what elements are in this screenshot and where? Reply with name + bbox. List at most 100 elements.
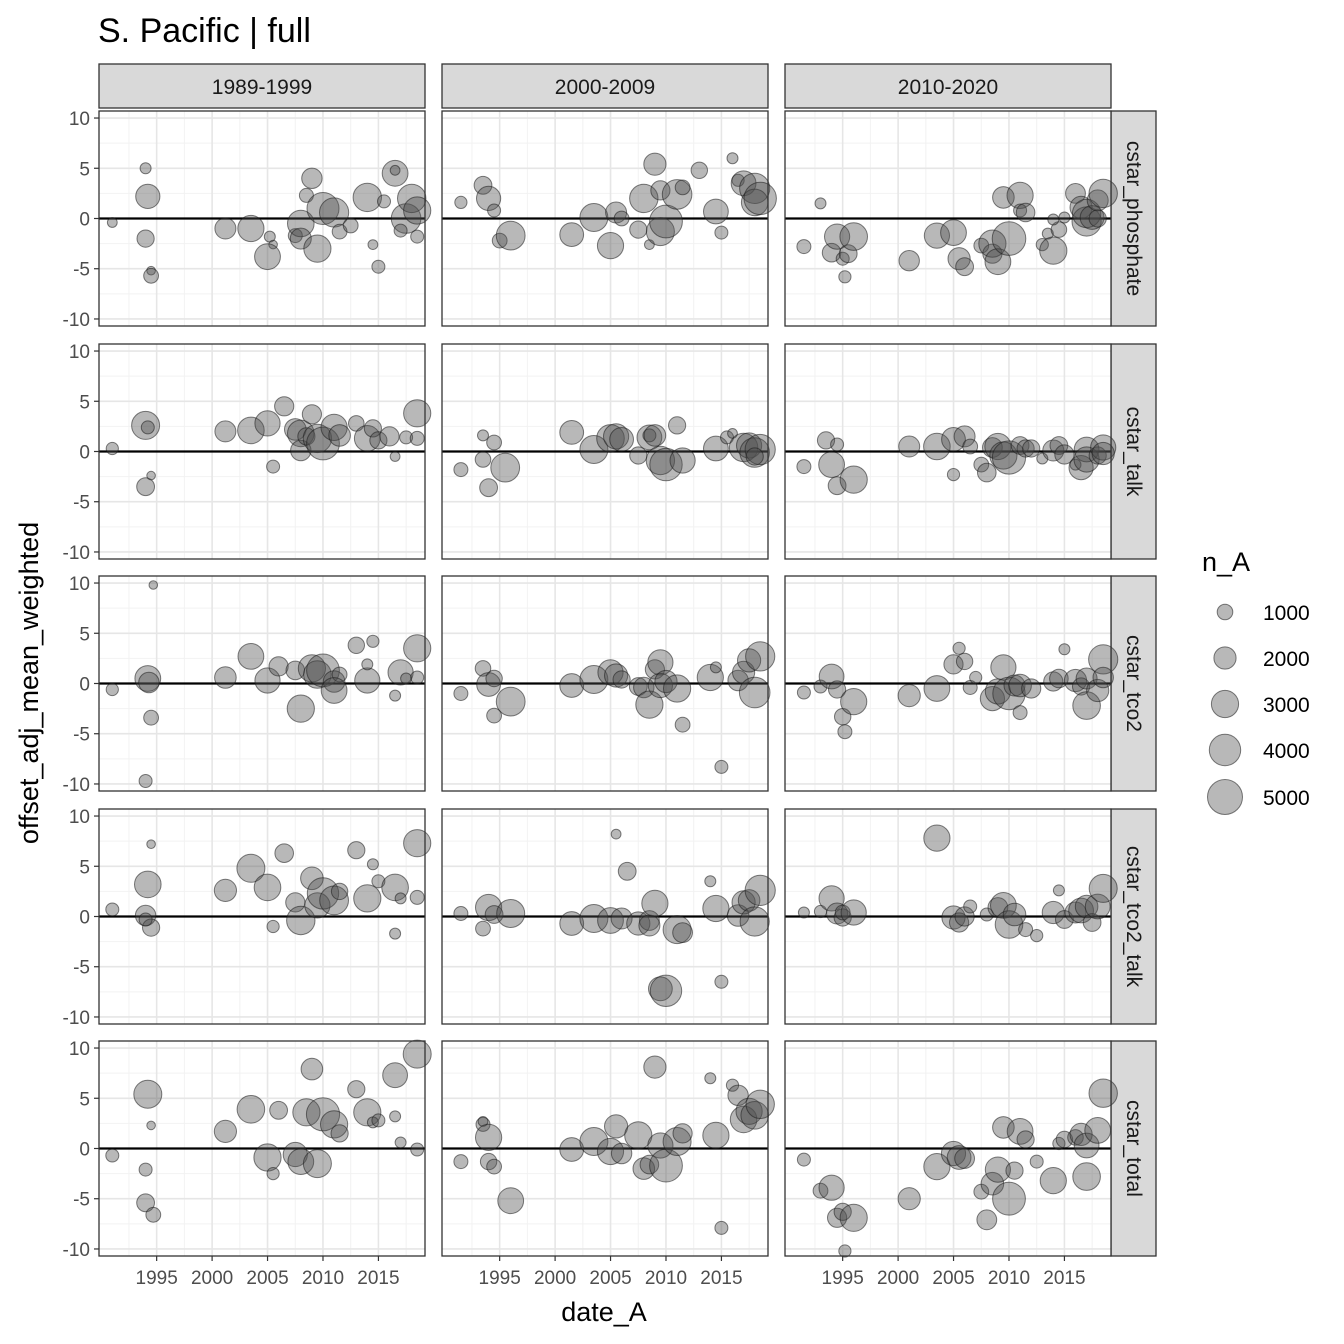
data-point xyxy=(726,152,739,165)
panel-border xyxy=(98,575,426,792)
data-point xyxy=(1041,900,1065,925)
x-tick-label: 2010 xyxy=(645,1268,687,1289)
y-tick-label: -10 xyxy=(63,1240,90,1261)
facet-strip-row-label: cstar_phosphate xyxy=(1122,141,1145,296)
y-tick-label: 0 xyxy=(79,1140,90,1161)
data-point xyxy=(266,459,281,474)
data-point xyxy=(834,904,851,921)
data-point xyxy=(714,1220,729,1235)
panel-cstar_talk-2010-2020 xyxy=(784,343,1117,560)
data-point xyxy=(133,1079,163,1109)
data-point xyxy=(487,203,502,218)
data-point xyxy=(1082,913,1102,932)
y-tick-label: -10 xyxy=(63,543,90,564)
data-point xyxy=(952,641,966,655)
data-point xyxy=(597,659,624,686)
data-point xyxy=(474,451,492,468)
data-point xyxy=(146,839,156,850)
data-point xyxy=(898,250,920,272)
data-point xyxy=(320,677,348,704)
data-point xyxy=(302,423,333,454)
data-point xyxy=(579,435,609,464)
data-point xyxy=(1042,439,1065,462)
data-point xyxy=(612,670,631,689)
facet-strip-row-cstar_talk xyxy=(1110,343,1157,560)
chart-title: S. Pacific | full xyxy=(98,12,311,50)
data-point xyxy=(991,221,1027,256)
size-legend: n_A 1000 2000 3000 4000 5000 xyxy=(1202,547,1310,820)
data-point xyxy=(287,1148,315,1175)
data-point xyxy=(979,907,994,922)
data-point xyxy=(672,922,693,943)
data-point xyxy=(301,404,322,425)
data-point xyxy=(672,1123,693,1144)
data-point xyxy=(1054,444,1075,465)
data-point xyxy=(641,889,669,918)
panel-border xyxy=(98,343,426,560)
data-point xyxy=(704,1072,717,1085)
legend-label: 5000 xyxy=(1263,787,1310,810)
data-point xyxy=(661,179,693,210)
data-point xyxy=(1086,678,1110,703)
data-point xyxy=(739,172,771,204)
data-point xyxy=(954,1148,975,1169)
legend-label: 4000 xyxy=(1263,740,1310,763)
data-point xyxy=(1018,922,1034,938)
data-point xyxy=(613,210,630,227)
data-point xyxy=(369,431,388,450)
data-point xyxy=(477,429,489,442)
data-point xyxy=(1090,434,1117,461)
data-point xyxy=(818,885,845,912)
data-point xyxy=(833,908,852,927)
y-tick-label: 0 xyxy=(79,908,90,929)
data-point xyxy=(973,237,990,254)
legend-key-circle xyxy=(1207,779,1243,815)
data-point xyxy=(496,899,526,928)
data-point xyxy=(304,892,331,919)
data-point xyxy=(377,194,391,209)
data-point xyxy=(352,182,382,213)
data-point xyxy=(371,1113,386,1128)
data-point xyxy=(984,1156,1012,1183)
x-tick-label: 2015 xyxy=(700,1268,742,1289)
data-point xyxy=(381,159,409,187)
legend-label: 1000 xyxy=(1263,602,1310,625)
data-point xyxy=(403,829,432,858)
x-tick-label: 1995 xyxy=(479,1268,521,1289)
data-point xyxy=(954,906,975,927)
panel-border xyxy=(441,1040,769,1257)
data-point xyxy=(237,214,265,243)
data-point xyxy=(328,424,351,447)
data-point xyxy=(1003,674,1026,697)
data-point xyxy=(559,911,585,936)
x-tick-label: 2005 xyxy=(246,1268,288,1289)
data-point xyxy=(1016,439,1035,458)
data-point xyxy=(1073,1132,1100,1159)
data-point xyxy=(796,239,812,255)
panel-cstar_phosphate-2000-2009 xyxy=(441,110,777,327)
data-point xyxy=(143,709,160,726)
data-point xyxy=(1016,1130,1035,1149)
data-point xyxy=(696,663,724,692)
data-point xyxy=(371,259,386,274)
data-point xyxy=(1088,873,1118,903)
data-point xyxy=(1015,202,1036,223)
x-tick-label: 2005 xyxy=(589,1268,631,1289)
facet-strip-col-label: 2010-2020 xyxy=(898,76,998,99)
data-point xyxy=(214,420,237,443)
data-point xyxy=(955,257,974,277)
data-point xyxy=(674,179,691,196)
legend-key-circle xyxy=(1208,733,1242,767)
data-point xyxy=(142,918,161,937)
data-point xyxy=(1065,183,1086,204)
data-point xyxy=(138,671,160,694)
data-point xyxy=(134,665,162,692)
data-point xyxy=(953,425,976,448)
data-point xyxy=(106,217,118,228)
data-point xyxy=(330,882,349,901)
data-point xyxy=(403,399,432,428)
data-point xyxy=(1074,894,1099,919)
data-point xyxy=(342,217,359,234)
data-point xyxy=(135,183,161,209)
data-point xyxy=(347,841,366,860)
